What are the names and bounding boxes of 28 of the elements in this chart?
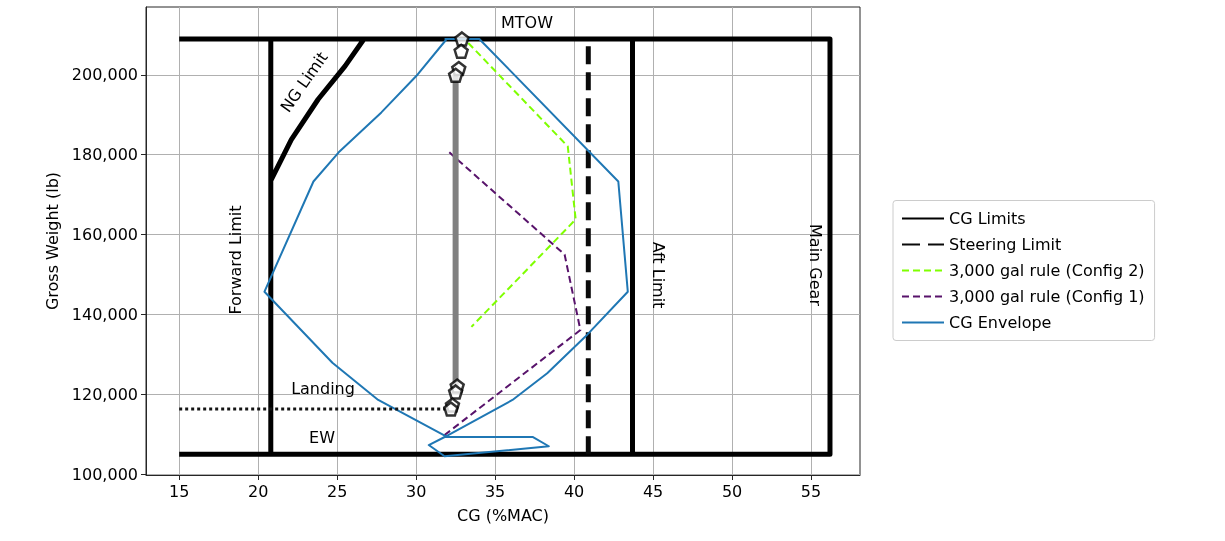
- x-axis-title: CG (%MAC): [457, 505, 549, 525]
- x-tick-label: 35: [484, 481, 506, 501]
- x-tick-label: 20: [247, 481, 269, 501]
- y-axis-title: Gross Weight (lb): [42, 171, 62, 311]
- y-tick-label: 100,000: [71, 464, 138, 484]
- y-tick-label: 160,000: [71, 225, 138, 245]
- legend-label: CG Limits: [949, 209, 1026, 228]
- x-tick-label: 55: [800, 481, 822, 501]
- legend-label: 3,000 gal rule (Config 1): [949, 287, 1145, 306]
- annotation: Landing: [291, 378, 355, 398]
- annotation: Forward Limit: [225, 205, 245, 315]
- annotation: Aft Limit: [648, 241, 668, 309]
- x-tick-label: 45: [642, 481, 664, 501]
- y-tick-label: 180,000: [71, 145, 138, 165]
- legend-label: 3,000 gal rule (Config 2): [949, 261, 1145, 280]
- x-tick-label: 50: [721, 481, 743, 501]
- annotation: Main Gear: [805, 224, 825, 307]
- x-tick-label: 30: [405, 481, 427, 501]
- y-tick-label: 120,000: [71, 384, 138, 404]
- legend-label: Steering Limit: [949, 235, 1062, 254]
- legend-label: CG Envelope: [949, 313, 1052, 332]
- annotation: EW: [309, 427, 336, 447]
- x-tick-label: 40: [563, 481, 585, 501]
- y-tick-label: 200,000: [71, 65, 138, 85]
- annotation: MTOW: [501, 12, 554, 32]
- x-tick-label: 15: [168, 481, 190, 501]
- x-tick-label: 25: [326, 481, 348, 501]
- y-tick-label: 140,000: [71, 304, 138, 324]
